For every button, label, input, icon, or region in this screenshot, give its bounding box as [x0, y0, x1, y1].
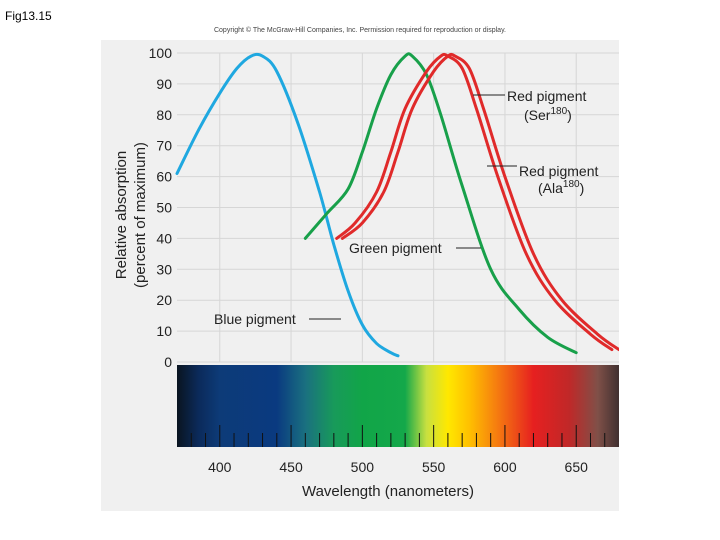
- y-axis-title-line1: Relative absorption: [113, 151, 130, 279]
- y-tick-label-10: 10: [156, 323, 172, 339]
- x-tick-label-550: 550: [422, 459, 446, 475]
- red-ala-curve: [340, 52, 619, 352]
- green-pigment-label: Green pigment: [349, 240, 442, 256]
- y-tick-label-100: 100: [149, 45, 173, 61]
- y-tick-label-80: 80: [156, 107, 172, 123]
- y-tick-label-90: 90: [156, 76, 172, 92]
- x-axis-title: Wavelength (nanometers): [302, 483, 474, 500]
- y-tick-label-20: 20: [156, 292, 172, 308]
- red-ala-superscript: 180: [563, 179, 580, 190]
- x-tick-label-600: 600: [493, 459, 517, 475]
- red-ser-sublabel: (Ser180): [524, 106, 572, 123]
- x-tick-label-400: 400: [208, 459, 232, 475]
- red-ser-label: Red pigment: [507, 88, 586, 104]
- chart-panel: 0 10 20 30 40 50 60 70 80 90 100 400 450 500 550 600 65…: [101, 40, 619, 511]
- y-tick-label-30: 30: [156, 261, 172, 277]
- curve-labels: Blue pigment Green pigment Red pigment (…: [214, 88, 598, 327]
- x-tick-label-450: 450: [279, 459, 303, 475]
- x-tick-labels: 400 450 500 550 600 650: [208, 459, 588, 475]
- y-tick-label-60: 60: [156, 169, 172, 185]
- y-tick-labels: 0 10 20 30 40 50 60 70 80 90 100: [149, 45, 173, 370]
- spectrum-tick-marks: [190, 425, 606, 447]
- y-tick-label-0: 0: [164, 354, 172, 370]
- red-ala-label: Red pigment: [519, 163, 598, 179]
- visible-spectrum-bar: [177, 365, 619, 447]
- blue-pigment-label: Blue pigment: [214, 311, 296, 327]
- red-ser-superscript: 180: [550, 106, 567, 117]
- pigment-curves: [175, 52, 619, 358]
- grid-lines: [177, 52, 619, 363]
- x-tick-label-650: 650: [565, 459, 589, 475]
- y-tick-label-70: 70: [156, 138, 172, 154]
- green-pigment-curve: [303, 52, 578, 355]
- absorption-chart: 0 10 20 30 40 50 60 70 80 90 100 400 450 500 550 600 65…: [113, 45, 619, 500]
- blue-pigment-curve: [175, 52, 400, 358]
- x-tick-label-500: 500: [351, 459, 375, 475]
- figure-label: Fig13.15: [5, 9, 52, 23]
- y-axis-title-line2: (percent of maximum): [132, 142, 149, 288]
- red-ala-sublabel: (Ala180): [538, 179, 584, 196]
- copyright-notice: Copyright © The McGraw-Hill Companies, I…: [213, 27, 506, 34]
- y-tick-label-50: 50: [156, 200, 172, 216]
- y-tick-label-40: 40: [156, 230, 172, 246]
